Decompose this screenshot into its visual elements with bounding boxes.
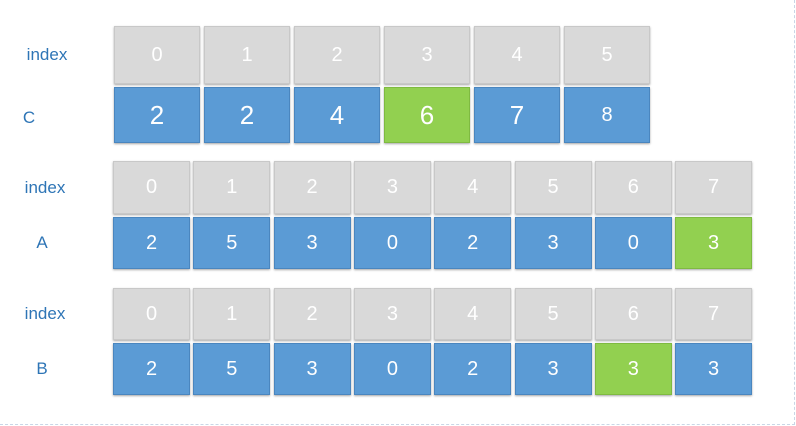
index-cell-b-6: 6 [594, 288, 672, 340]
index-label-b: index [24, 304, 66, 323]
value-cell-c-1: 2 [204, 87, 290, 143]
index-cell-c-4: 4 [474, 26, 560, 84]
value-cell-a-7-highlighted: 3 [675, 217, 753, 269]
index-cell-a-7: 7 [675, 161, 753, 214]
value-cell-b-1: 5 [193, 343, 271, 395]
value-cell-c-5: 8 [564, 87, 650, 143]
index-cell-a-6: 6 [594, 161, 672, 214]
value-cell-c-2: 4 [294, 87, 380, 143]
value-cell-a-6: 0 [594, 217, 672, 269]
index-label-c: index [26, 45, 68, 64]
index-cell-a-2: 2 [273, 161, 351, 214]
array-label-b: B [36, 359, 48, 378]
value-cell-c-3-highlighted: 6 [384, 87, 470, 143]
index-cell-c-2: 2 [294, 26, 380, 84]
value-cell-b-7: 3 [675, 343, 753, 395]
index-cell-c-1: 1 [204, 26, 290, 84]
index-cell-b-3: 3 [353, 288, 431, 340]
index-cell-b-4: 4 [434, 288, 512, 340]
index-cell-a-5: 5 [514, 161, 592, 214]
value-cell-b-4: 2 [434, 343, 512, 395]
value-cell-b-2: 3 [273, 343, 351, 395]
index-cell-c-0: 0 [114, 26, 200, 84]
index-cell-b-7: 7 [675, 288, 753, 340]
value-cell-c-0: 2 [114, 87, 200, 143]
value-cell-a-0: 2 [113, 217, 190, 269]
value-cell-a-1: 5 [193, 217, 271, 269]
value-cell-a-4: 2 [434, 217, 512, 269]
value-cell-b-6-highlighted: 3 [594, 343, 672, 395]
value-cell-c-4: 7 [474, 87, 560, 143]
index-cell-a-1: 1 [193, 161, 271, 214]
index-cell-b-1: 1 [193, 288, 271, 340]
value-cell-b-3: 0 [353, 343, 431, 395]
index-cell-a-4: 4 [434, 161, 512, 214]
index-cell-a-0: 0 [113, 161, 190, 214]
value-cell-a-3: 0 [353, 217, 431, 269]
value-cell-b-5: 3 [514, 343, 592, 395]
index-label-a: index [24, 178, 66, 197]
array-label-c: C [22, 108, 36, 127]
array-label-a: A [36, 233, 48, 252]
index-cell-c-3: 3 [384, 26, 470, 84]
value-cell-a-5: 3 [514, 217, 592, 269]
index-cell-a-3: 3 [353, 161, 431, 214]
index-cell-c-5: 5 [564, 26, 650, 84]
index-cell-b-5: 5 [514, 288, 592, 340]
index-cell-b-2: 2 [273, 288, 351, 340]
value-cell-b-0: 2 [113, 343, 190, 395]
value-cell-a-2: 3 [273, 217, 351, 269]
index-cell-b-0: 0 [113, 288, 190, 340]
